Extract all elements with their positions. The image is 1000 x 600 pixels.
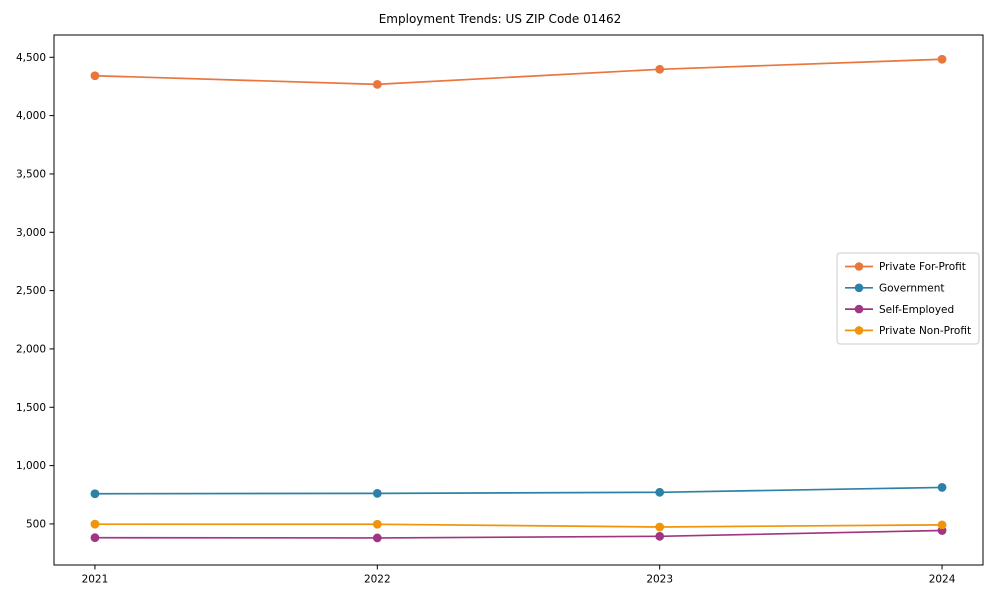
data-point-marker	[90, 489, 100, 499]
legend-box	[836, 252, 980, 345]
data-point-marker	[655, 487, 665, 497]
series-line-government	[94, 486, 943, 495]
legend-label: Private Non-Profit	[879, 325, 971, 337]
data-point-marker	[372, 79, 382, 89]
data-point-marker	[937, 520, 947, 530]
x-tick-label: 2021	[82, 574, 109, 586]
data-point-marker	[937, 54, 947, 64]
data-point-marker	[372, 533, 382, 543]
data-point-marker	[655, 531, 665, 541]
x-tick-label: 2023	[646, 574, 673, 586]
legend-marker	[854, 326, 864, 335]
series-line-self-employed	[94, 529, 943, 539]
y-tick-label: 1,500	[16, 402, 46, 414]
y-tick-label: 2,500	[16, 285, 46, 297]
x-tick-label: 2024	[929, 574, 956, 586]
y-tick-label: 4,500	[16, 52, 46, 64]
legend-label: Private For-Profit	[879, 261, 966, 273]
y-tick-label: 4,000	[16, 110, 46, 122]
y-tick-label: 3,500	[16, 169, 46, 181]
data-point-marker	[655, 522, 665, 532]
data-point-marker	[937, 483, 947, 492]
data-point-marker	[655, 64, 665, 74]
legend-marker	[854, 304, 864, 314]
y-tick-label: 3,000	[16, 227, 46, 239]
legend-label: Self-Employed	[879, 304, 954, 316]
data-point-marker	[90, 533, 100, 543]
data-point-marker	[372, 488, 382, 498]
plot-frame	[53, 34, 984, 566]
legend-marker	[854, 262, 864, 271]
x-tick-label: 2022	[364, 574, 391, 586]
y-tick-label: 2,000	[16, 344, 46, 356]
data-point-marker	[372, 519, 382, 529]
legend-marker	[854, 283, 864, 293]
legend-label: Government	[879, 283, 944, 295]
data-point-marker	[90, 71, 100, 81]
series-line-private-non-profit	[94, 523, 943, 528]
data-point-marker	[90, 519, 100, 529]
y-tick-label: 500	[26, 519, 46, 531]
y-tick-label: 1,000	[16, 460, 46, 472]
chart-title: Employment Trends: US ZIP Code 01462	[378, 12, 622, 26]
series-line-private-for-profit	[94, 58, 943, 86]
